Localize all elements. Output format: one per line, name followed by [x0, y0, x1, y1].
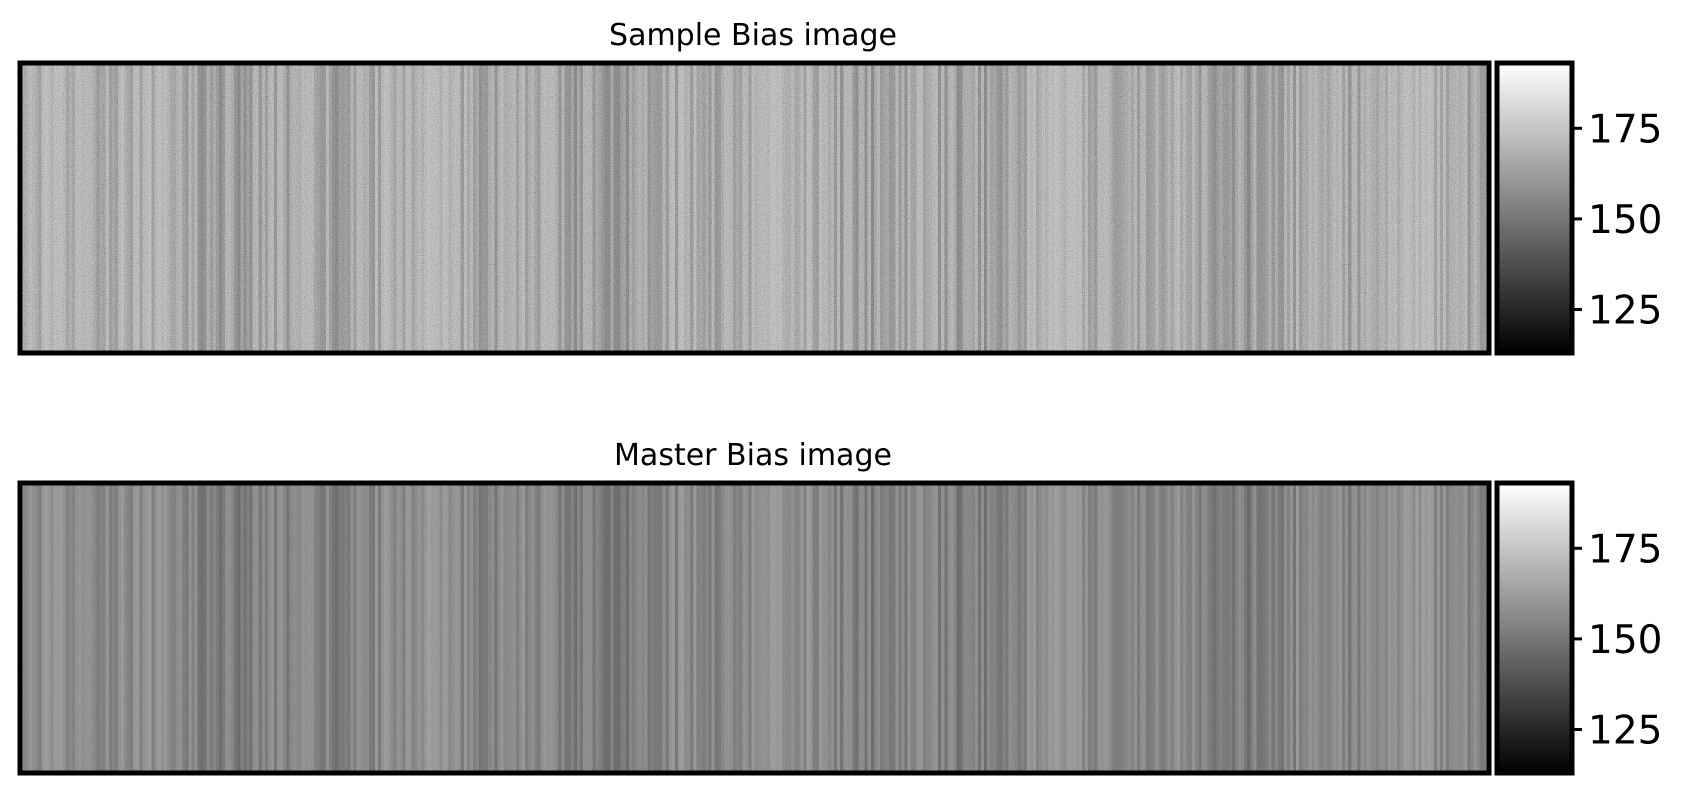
master-bias-frame	[17, 480, 1492, 776]
colorbar-tick-label: 125	[1588, 289, 1662, 334]
colorbar-tick-label: 150	[1588, 198, 1662, 243]
master-bias-colorbar-ticks: 125 150 175	[1572, 527, 1662, 754]
sample-bias-colorbar-gradient	[1497, 63, 1572, 353]
sample-bias-colorbar-ticks: 125 150 175	[1572, 107, 1662, 334]
image-pixel-noise	[20, 483, 1489, 773]
colorbar-tick-label: 175	[1588, 527, 1662, 572]
image-pixel-noise	[20, 63, 1489, 353]
master-bias-image	[20, 483, 1489, 773]
sample-bias-colorbar-frame	[1494, 60, 1575, 356]
master-bias-colorbar: 125 150 175	[1494, 480, 1662, 776]
sample-bias-panel: Sample Bias image 125 150 175	[17, 18, 1662, 356]
colorbar-tick-label: 125	[1588, 709, 1662, 754]
colorbar-tick-label: 150	[1588, 618, 1662, 663]
sample-bias-frame	[17, 60, 1492, 356]
master-bias-colorbar-frame	[1494, 480, 1575, 776]
sample-bias-title: Sample Bias image	[609, 18, 897, 53]
master-bias-panel: Master Bias image 125 150 175	[17, 438, 1662, 776]
colorbar-tick-label: 175	[1588, 107, 1662, 152]
master-bias-title: Master Bias image	[614, 438, 892, 473]
sample-bias-image	[20, 63, 1489, 353]
sample-bias-colorbar: 125 150 175	[1494, 60, 1662, 356]
master-bias-colorbar-gradient	[1497, 483, 1572, 773]
